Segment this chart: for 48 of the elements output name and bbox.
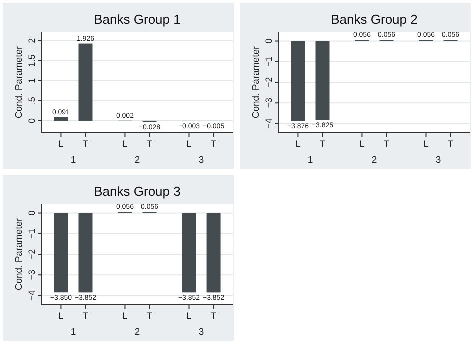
y-tick-label: −1 [264,56,274,68]
x-tick-label: T [320,139,326,149]
chart-title: Banks Group 2 [331,12,418,27]
x-tick-label: T [211,139,218,149]
text: 2 [372,155,378,166]
y-tick-label: −4 [27,290,37,301]
text: 2 [134,327,140,338]
y-tick-label: 0 [27,118,37,124]
y-axis-title: Cond. Parameter [14,46,25,119]
text: 2 [134,155,140,166]
chart-title: Banks Group 1 [94,12,181,27]
y-tick-label: −1 [27,228,37,240]
x-tick-label: L [186,139,192,149]
x-tick-label: L [360,139,365,149]
x-tick-label: T [448,139,454,149]
x-tick-label: L [186,311,192,321]
x-tick-label: L [58,139,64,149]
x-tick-label: T [83,311,89,321]
text: 3 [198,327,204,338]
x-tick-label: L [296,139,301,149]
x-tick-label: T [147,311,154,321]
chart-title: Banks Group 3 [94,184,181,199]
y-tick-label: 0 [27,210,37,216]
y-tick-label: 0 [264,38,274,44]
y-tick-label: 2 [27,38,37,44]
x-tick-label: T [211,311,218,321]
y-tick-label: −3 [264,98,274,108]
x-tick-label: T [384,139,390,149]
x-tick-label: L [58,311,64,321]
text: 3 [436,155,442,166]
y-tick-label: −4 [264,118,274,129]
y-axis-title: Cond. Parameter [14,218,25,291]
x-tick-label: L [122,139,128,149]
y-tick-label: −2 [264,77,274,88]
y-axis-title: Cond. Parameter [251,46,262,119]
text: 1 [70,327,76,338]
y-tick-label: 1.5 [27,54,37,68]
x-tick-label: T [83,139,89,149]
y-tick-label: 1 [27,78,37,84]
x-tick-label: T [147,139,154,149]
x-tick-label: L [122,311,128,321]
y-tick-label: −2 [27,249,37,260]
x-tick-label: L [424,139,429,149]
y-tick-label: −3 [27,270,37,280]
text: 1 [70,155,76,166]
text: 3 [198,155,204,166]
text: 1 [308,155,314,166]
y-tick-label: .5 [27,97,37,105]
